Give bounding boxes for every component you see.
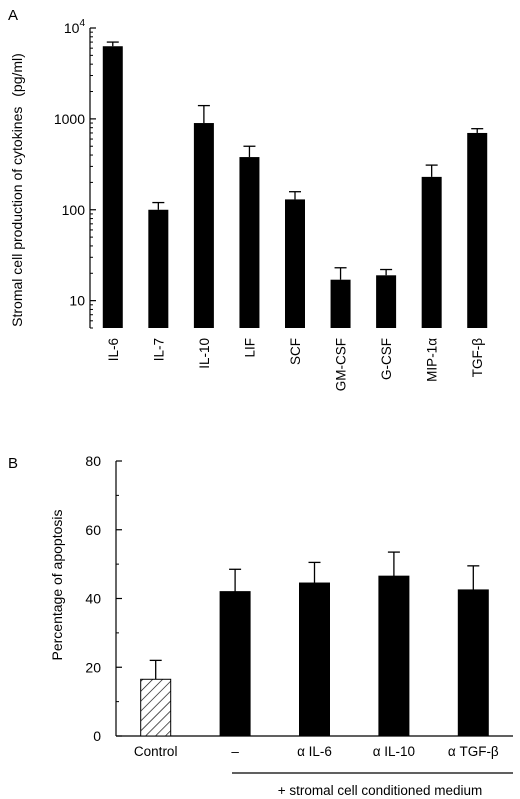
panel-b-bar [378,575,410,737]
panel-a-tick-label: 1000 [54,111,85,127]
panel-b-tick-label: 20 [85,659,101,675]
panel-b-bar [457,589,489,737]
panel-b-ylabel: Percentage of apoptosis [49,510,65,661]
panel-a-y-title: Stromal cell production of cytokines (pg… [9,53,25,327]
panel-b-y-ticks: 0 20 40 60 80 [85,453,122,744]
panel-a-category-label: LIF [242,338,257,358]
panel-b-letter: B [8,455,18,472]
panel-a-tick-label: 100 [62,202,86,218]
panel-a-category-label: IL-7 [151,338,166,361]
panel-a-category-label: G-CSF [379,338,394,380]
panel-b-group-label: + stromal cell conditioned medium [278,783,482,798]
panel-a-tick-label: 104 [64,18,86,36]
panel-b-category-label: Control [134,744,178,759]
panel-b-y-title: Percentage of apoptosis [49,510,65,661]
panel-a-yunit: (pg/ml) [9,53,25,97]
panel-b-category-label: – [231,744,239,759]
panel-a-tick-label: 10 [69,293,85,309]
panel-a-bar [285,199,305,328]
panel-a-category-label: IL-10 [197,338,212,369]
panel-a: A Stromal cell production of cytokines (… [8,7,488,391]
panel-a-tick-text: 10 [69,293,85,309]
panel-b-category-labels: Control – α IL-6 α IL-10 α TGF-β [134,744,499,759]
panel-a-bar [330,279,351,328]
panel-a-bar [239,157,260,328]
panel-a-letter: A [8,7,18,24]
panel-b-tick-label: 40 [85,591,101,607]
panel-b-bar [219,591,251,737]
panel-b-bar-hatched [140,678,172,737]
panel-a-tick-text: 100 [62,202,86,218]
panel-a-category-label: MIP-1α [425,338,440,382]
panel-b-category-label: α IL-6 [297,744,332,759]
panel-b-tick-label: 60 [85,522,101,538]
panel-a-bar [193,123,214,328]
panel-a-y-axis-title: Stromal cell production of cytokines (pg… [9,53,25,327]
panel-a-category-labels: IL-6 IL-7 IL-10 LIF SCF GM-CSF G-CSF MIP-1α TGF-… [106,338,485,391]
panel-a-category-label: SCF [288,338,303,365]
panel-a-tick-text: 10 [64,20,80,36]
panel-b-category-label: α IL-10 [373,744,415,759]
panel-a-category-label: GM-CSF [334,338,349,391]
panel-b-bars [140,551,489,737]
panel-b-tick-label: 80 [85,453,101,469]
panel-b-bar [299,582,330,737]
panel-a-bars [102,41,488,328]
panel-a-tick-text: 1000 [54,111,85,127]
panel-a-bar [376,275,397,328]
panel-b-category-label: α TGF-β [448,744,499,759]
panel-b: B Percentage of apoptosis 0 20 40 60 80 Cont… [8,453,513,798]
panel-a-tick-exponent: 4 [79,18,85,29]
panel-a-bar [148,209,169,328]
panel-a-bar [102,46,123,328]
panel-a-bar [421,176,442,328]
panel-a-category-label: TGF-β [470,338,485,377]
panel-a-ylabel: Stromal cell production of cytokines [9,107,25,327]
panel-a-category-label: IL-6 [106,338,121,361]
panel-a-bar [467,132,488,328]
panel-b-tick-label: 0 [93,728,101,744]
